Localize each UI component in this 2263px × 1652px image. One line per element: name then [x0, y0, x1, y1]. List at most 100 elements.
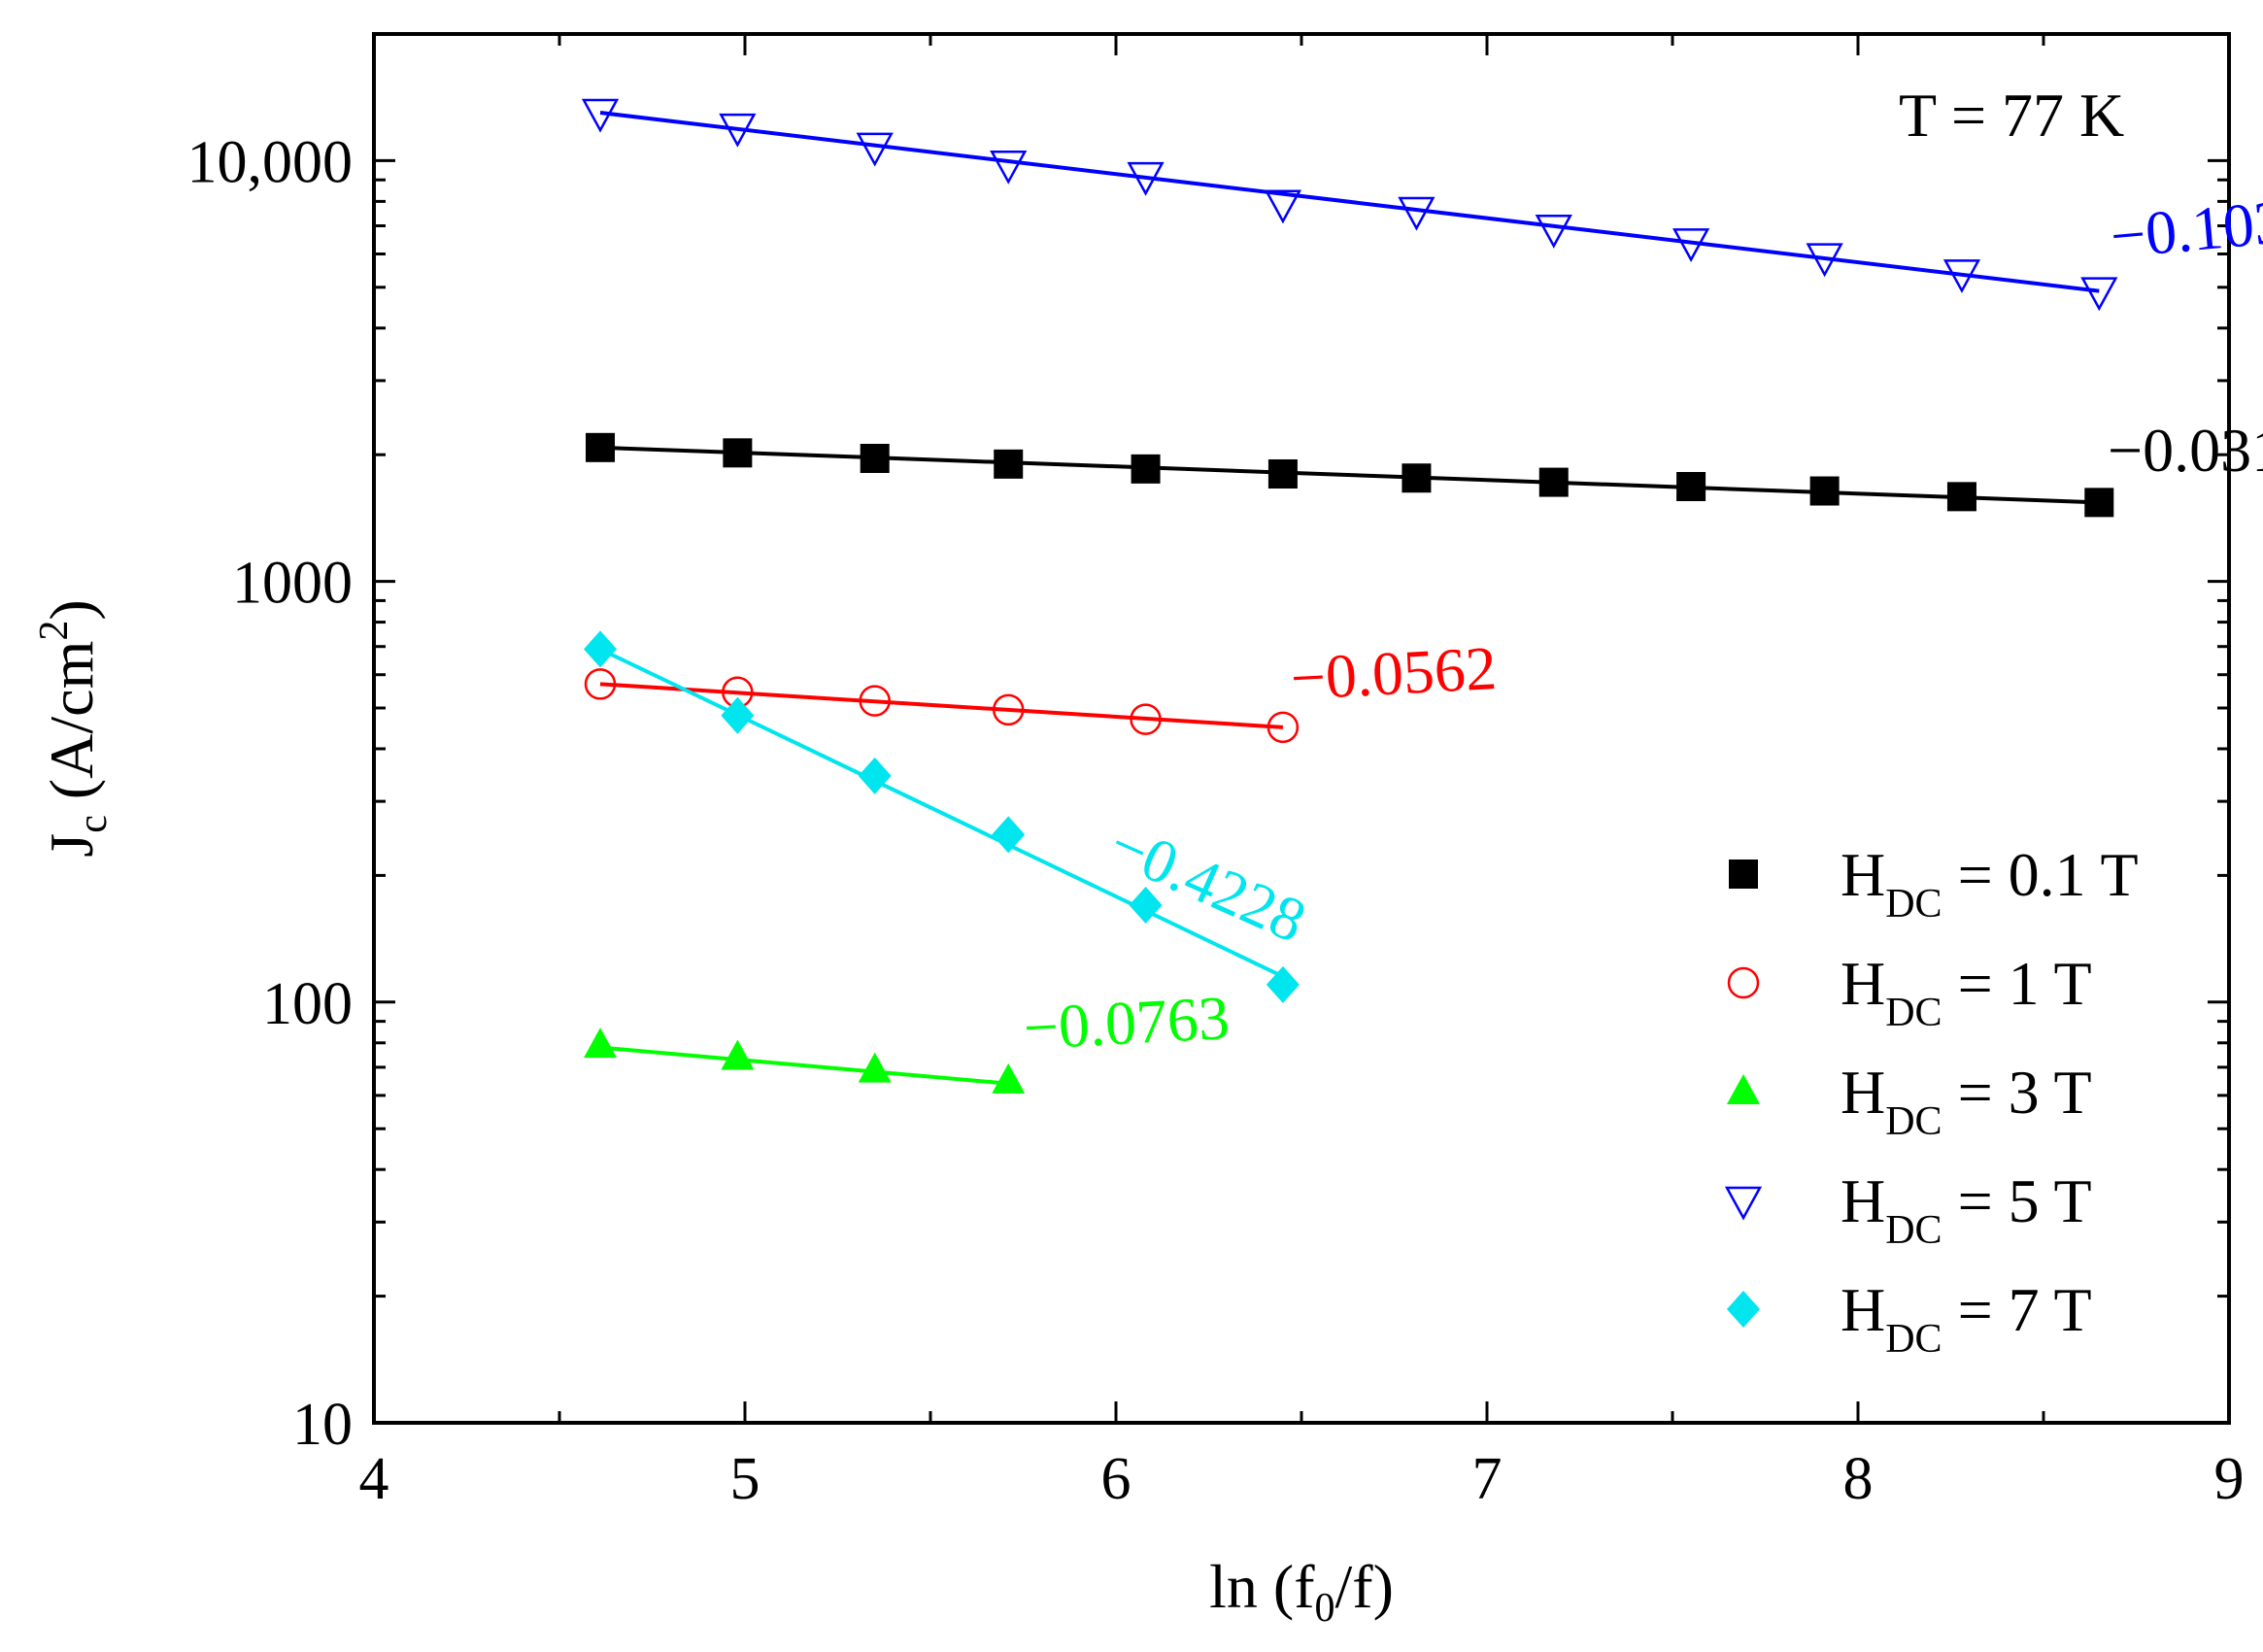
- y-axis-label-main: J: [37, 833, 106, 858]
- slope-label-h-1t: −0.0562: [1289, 633, 1499, 713]
- legend-label-h-1t: HDC = 1 T: [1841, 949, 2092, 1035]
- data-point-h-1t: [1267, 711, 1300, 744]
- fit-line-h-0-1t: [599, 445, 2100, 505]
- slope-label-h-7t: −0.4228: [1099, 809, 1316, 956]
- data-point-h-0-1t: [994, 449, 1024, 479]
- slope-labels: −0.0313 −0.0562 −0.0763 −0.1031 −0.4228: [1022, 185, 2263, 1062]
- legend-label-sub: DC: [1885, 1099, 1942, 1144]
- y-axis-label-sub: c: [71, 815, 116, 833]
- legend-label-main: H: [1841, 1166, 1885, 1235]
- axis-tick-labels: 4 5 6 7 8 9 10 100 1000 10,000: [187, 129, 2245, 1512]
- data-point-h-7t: [858, 757, 892, 794]
- data-point-h-1t: [859, 685, 891, 717]
- legend-marker-h-0-1t: [1729, 860, 1758, 889]
- data-point-h-3t: [584, 1028, 618, 1059]
- data-point-h-5t: [1535, 214, 1572, 249]
- slope-label-h-5t: −0.1031: [2108, 185, 2263, 271]
- data-point-h-0-1t: [723, 438, 753, 468]
- data-point-h-0-1t: [1809, 476, 1840, 506]
- fit-line-h-1t: [599, 682, 1284, 729]
- x-tick-label: 8: [1843, 1446, 1874, 1512]
- data-point-h-5t: [581, 98, 620, 133]
- legend-label-tail: = 5 T: [1942, 1166, 2092, 1235]
- legend-label-sub: DC: [1885, 991, 1942, 1035]
- data-point-h-0-1t: [2084, 488, 2114, 518]
- legend-marker-h-7t: [1727, 1291, 1760, 1328]
- data-point-h-3t: [858, 1052, 892, 1083]
- x-tick-label: 6: [1101, 1446, 1132, 1512]
- legend-marker-h-5t: [1724, 1186, 1763, 1221]
- legend-label-main: H: [1841, 1275, 1885, 1344]
- data-point-h-0-1t: [1402, 463, 1432, 493]
- data-point-h-7t: [1266, 965, 1300, 1003]
- data-point-h-3t: [992, 1062, 1026, 1094]
- x-tick-label: 7: [1472, 1446, 1503, 1512]
- data-point-h-5t: [1942, 259, 1981, 293]
- x-axis-label-tail: /f): [1335, 1552, 1394, 1621]
- y-axis-label-sup: 2: [32, 621, 77, 641]
- data-point-h-5t: [990, 150, 1028, 185]
- data-point-h-7t: [1129, 886, 1163, 924]
- data-point-h-0-1t: [1676, 472, 1706, 502]
- fit-line-h-7t: [599, 647, 1284, 979]
- data-point-h-0-1t: [860, 443, 890, 473]
- legend-label-main: H: [1841, 949, 1885, 1018]
- data-point-h-3t: [721, 1039, 755, 1070]
- x-axis-label-main: ln (f: [1209, 1552, 1315, 1621]
- data-point-h-5t: [1398, 196, 1435, 231]
- data-point-h-7t: [721, 696, 755, 734]
- legend-label-sub: DC: [1885, 1317, 1942, 1362]
- legend-label-h-0-1t: HDC = 0.1 T: [1841, 840, 2139, 927]
- fit-line-h-5t: [599, 111, 2100, 293]
- temperature-annotation: T = 77 K: [1899, 81, 2124, 150]
- x-axis-label: ln (f0/f): [1209, 1552, 1394, 1631]
- data-point-h-7t: [584, 630, 618, 668]
- y-tick-label: 10: [292, 1392, 353, 1458]
- fit-lines: [599, 111, 2100, 1086]
- legend-marker-h-3t: [1727, 1074, 1760, 1104]
- data-point-h-5t: [1264, 189, 1302, 224]
- y-tick-label: 1000: [232, 551, 353, 617]
- legend-label-main: H: [1841, 1058, 1885, 1127]
- legend-label-h-7t: HDC = 7 T: [1841, 1275, 2092, 1362]
- axis-ticks: [372, 32, 2231, 1425]
- fit-line-h-3t: [599, 1045, 1009, 1086]
- data-point-h-0-1t: [1538, 467, 1569, 497]
- y-axis-label: Jc (A/cm2): [32, 599, 116, 857]
- legend-label-sub: DC: [1885, 1208, 1942, 1253]
- data-point-h-5t: [1127, 161, 1165, 196]
- legend-label-sub: DC: [1885, 882, 1942, 927]
- data-point-h-1t: [992, 693, 1025, 726]
- legend-label-h-5t: HDC = 5 T: [1841, 1166, 2092, 1253]
- x-tick-label: 4: [359, 1446, 389, 1512]
- data-point-h-5t: [1806, 243, 1843, 278]
- legend-label-tail: = 0.1 T: [1942, 840, 2139, 909]
- slope-label-h-3t: −0.0763: [1022, 983, 1232, 1062]
- y-axis-label-tail: ): [37, 599, 106, 620]
- data-point-h-5t: [719, 113, 757, 148]
- data-point-h-5t: [1672, 228, 1710, 262]
- legend-label-h-3t: HDC = 3 T: [1841, 1058, 2092, 1144]
- data-point-h-0-1t: [1946, 482, 1976, 512]
- x-axis-label-sub: 0: [1315, 1586, 1335, 1631]
- slope-label-h-0-1t: −0.0313: [2108, 416, 2263, 485]
- data-point-h-0-1t: [586, 432, 616, 462]
- data-point-h-5t: [856, 132, 894, 167]
- legend-marker-h-1t: [1727, 966, 1760, 999]
- x-tick-label: 5: [730, 1446, 760, 1512]
- y-tick-label: 100: [262, 971, 353, 1037]
- y-axis-label-mid: (A/cm: [37, 641, 106, 816]
- legend-label-main: H: [1841, 840, 1885, 909]
- data-point-h-7t: [992, 816, 1026, 854]
- legend-label-tail: = 7 T: [1942, 1275, 2092, 1344]
- x-tick-label: 9: [2214, 1446, 2245, 1512]
- data-point-h-0-1t: [1131, 454, 1161, 484]
- data-point-h-5t: [2080, 277, 2118, 312]
- data-point-h-1t: [584, 668, 617, 700]
- y-tick-label: 10,000: [187, 129, 354, 195]
- legend-label-tail: = 3 T: [1942, 1058, 2092, 1127]
- data-points: [581, 98, 2118, 1094]
- data-point-h-1t: [1130, 703, 1162, 735]
